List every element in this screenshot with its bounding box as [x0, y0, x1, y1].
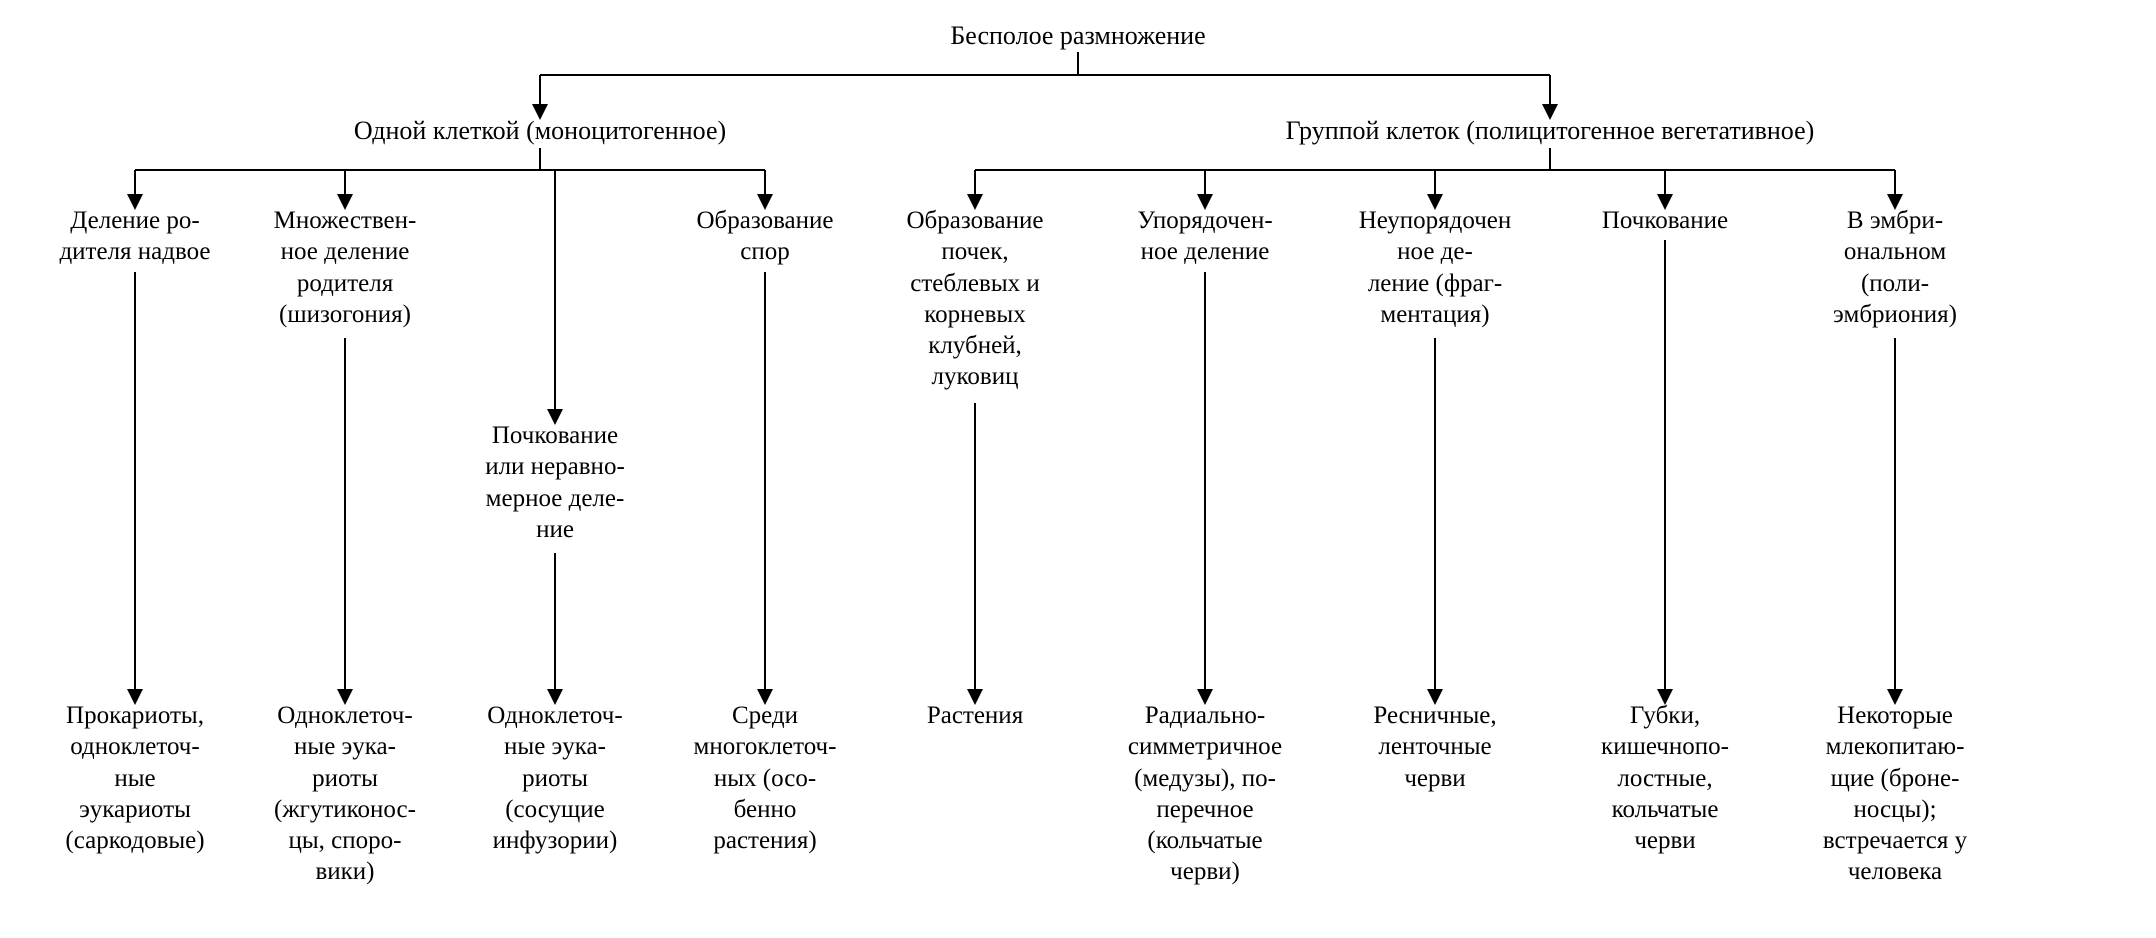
- node-branch-poly: Группой клеток (полицитогенное вегетатив…: [1200, 115, 1900, 148]
- node-l6: Радиально- симметричное (медузы), по- пе…: [1100, 700, 1310, 888]
- node-l2: Одноклеточ- ные эука- риоты (жгутиконос-…: [240, 700, 450, 888]
- node-m6: Упорядочен- ное деление: [1100, 205, 1310, 268]
- node-l9: Некоторые млекопитаю- щие (броне- носцы)…: [1790, 700, 2000, 888]
- node-m5: Образование почек, стеблевых и корневых …: [870, 205, 1080, 393]
- node-l8: Губки, кишечнопо- лостные, кольчатые чер…: [1560, 700, 1770, 856]
- node-m1: Деление ро- дителя надвое: [30, 205, 240, 268]
- node-m7: Неупорядочен ное де- ление (фраг- ментац…: [1330, 205, 1540, 330]
- node-m8: Почкование: [1560, 205, 1770, 236]
- node-m2: Множествен- ное деление родителя (шизого…: [240, 205, 450, 330]
- node-m9: В эмбри- ональном (поли- эмбриония): [1790, 205, 2000, 330]
- node-branch-mono: Одной клеткой (моноцитогенное): [240, 115, 840, 148]
- node-m4: Образование спор: [660, 205, 870, 268]
- node-l5: Растения: [870, 700, 1080, 731]
- node-l3: Одноклеточ- ные эука- риоты (сосущие инф…: [450, 700, 660, 856]
- diagram-container: Бесполое размножение Одной клеткой (моно…: [30, 20, 2126, 908]
- node-m3: Почкование или неравно- мерное деле- ние: [450, 420, 660, 545]
- node-l1: Прокариоты, одноклеточ- ные эукариоты (с…: [30, 700, 240, 856]
- node-l7: Ресничные, ленточные черви: [1330, 700, 1540, 794]
- node-root: Бесполое размножение: [778, 20, 1378, 53]
- node-l4: Среди многоклеточ- ных (осо- бенно расте…: [660, 700, 870, 856]
